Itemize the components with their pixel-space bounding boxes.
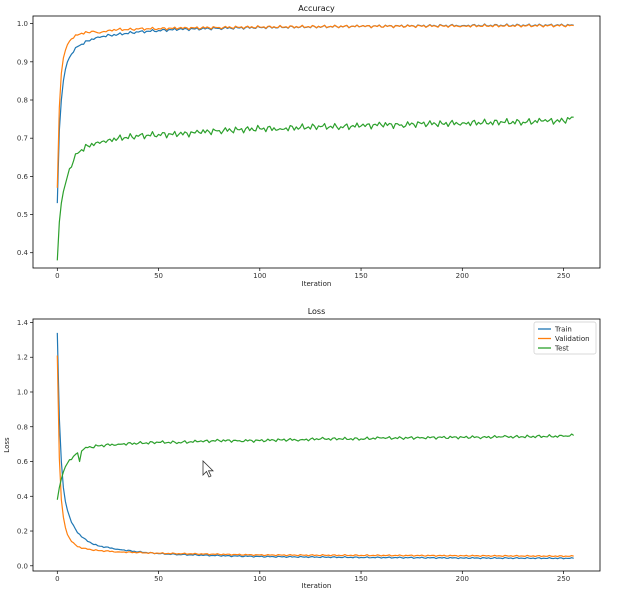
x-axis-label: Iteration (302, 280, 332, 288)
x-tick-label: 150 (354, 272, 367, 280)
y-tick-label: 0.0 (17, 562, 28, 570)
y-tick-label: 0.8 (17, 423, 28, 431)
x-tick-label: 200 (456, 575, 469, 583)
x-tick-label: 50 (154, 575, 163, 583)
x-tick-label: 0 (55, 272, 59, 280)
y-tick-label: 0.2 (17, 528, 28, 536)
y-tick-label: 0.4 (17, 249, 29, 257)
y-tick-label: 0.9 (17, 58, 28, 66)
x-tick-label: 50 (154, 272, 163, 280)
legend-label: Validation (555, 335, 590, 343)
y-tick-label: 0.5 (17, 211, 28, 219)
x-tick-label: 250 (557, 272, 570, 280)
x-tick-label: 200 (456, 272, 469, 280)
legend-label: Train (554, 326, 572, 334)
series-line-validation (56, 23, 574, 188)
legend-label: Test (554, 345, 569, 353)
plot-frame (32, 318, 601, 572)
series-line-train (56, 332, 574, 560)
y-tick-label: 1.2 (17, 354, 28, 362)
x-tick-label: 100 (253, 272, 266, 280)
legend-box (533, 321, 597, 355)
y-tick-label: 0.6 (17, 458, 29, 466)
series-line-validation (56, 355, 574, 558)
y-tick-label: 1.0 (17, 388, 28, 396)
series-line-train (56, 23, 574, 204)
y-axis-label: Loss (3, 437, 11, 453)
y-tick-label: 0.7 (17, 135, 28, 143)
x-tick-label: 100 (253, 575, 266, 583)
x-tick-label: 250 (557, 575, 570, 583)
y-tick-label: 0.4 (17, 493, 29, 501)
x-tick-label: 0 (55, 575, 59, 583)
y-tick-label: 1.4 (17, 319, 29, 327)
chart-title: Accuracy (298, 4, 335, 13)
accuracy-chart: Accuracy 0 50 100 150 200 250 0.4 0.5 0.6 0.7 0.8 0.… (17, 4, 601, 288)
x-axis-label: Iteration (302, 582, 332, 590)
mouse-cursor-icon (202, 460, 214, 478)
y-tick-label: 0.8 (17, 97, 28, 105)
series-line-test (56, 116, 574, 261)
plot-frame (32, 15, 601, 269)
loss-chart: Loss 0 50 100 150 200 250 0.0 0.2 0.4 0.6 0.8 1.0 1.2… (3, 307, 601, 590)
chart-title: Loss (308, 307, 326, 316)
x-tick-label: 150 (354, 575, 367, 583)
series-line-test (56, 433, 575, 500)
y-tick-label: 1.0 (17, 20, 28, 28)
y-tick-label: 0.6 (17, 173, 29, 181)
